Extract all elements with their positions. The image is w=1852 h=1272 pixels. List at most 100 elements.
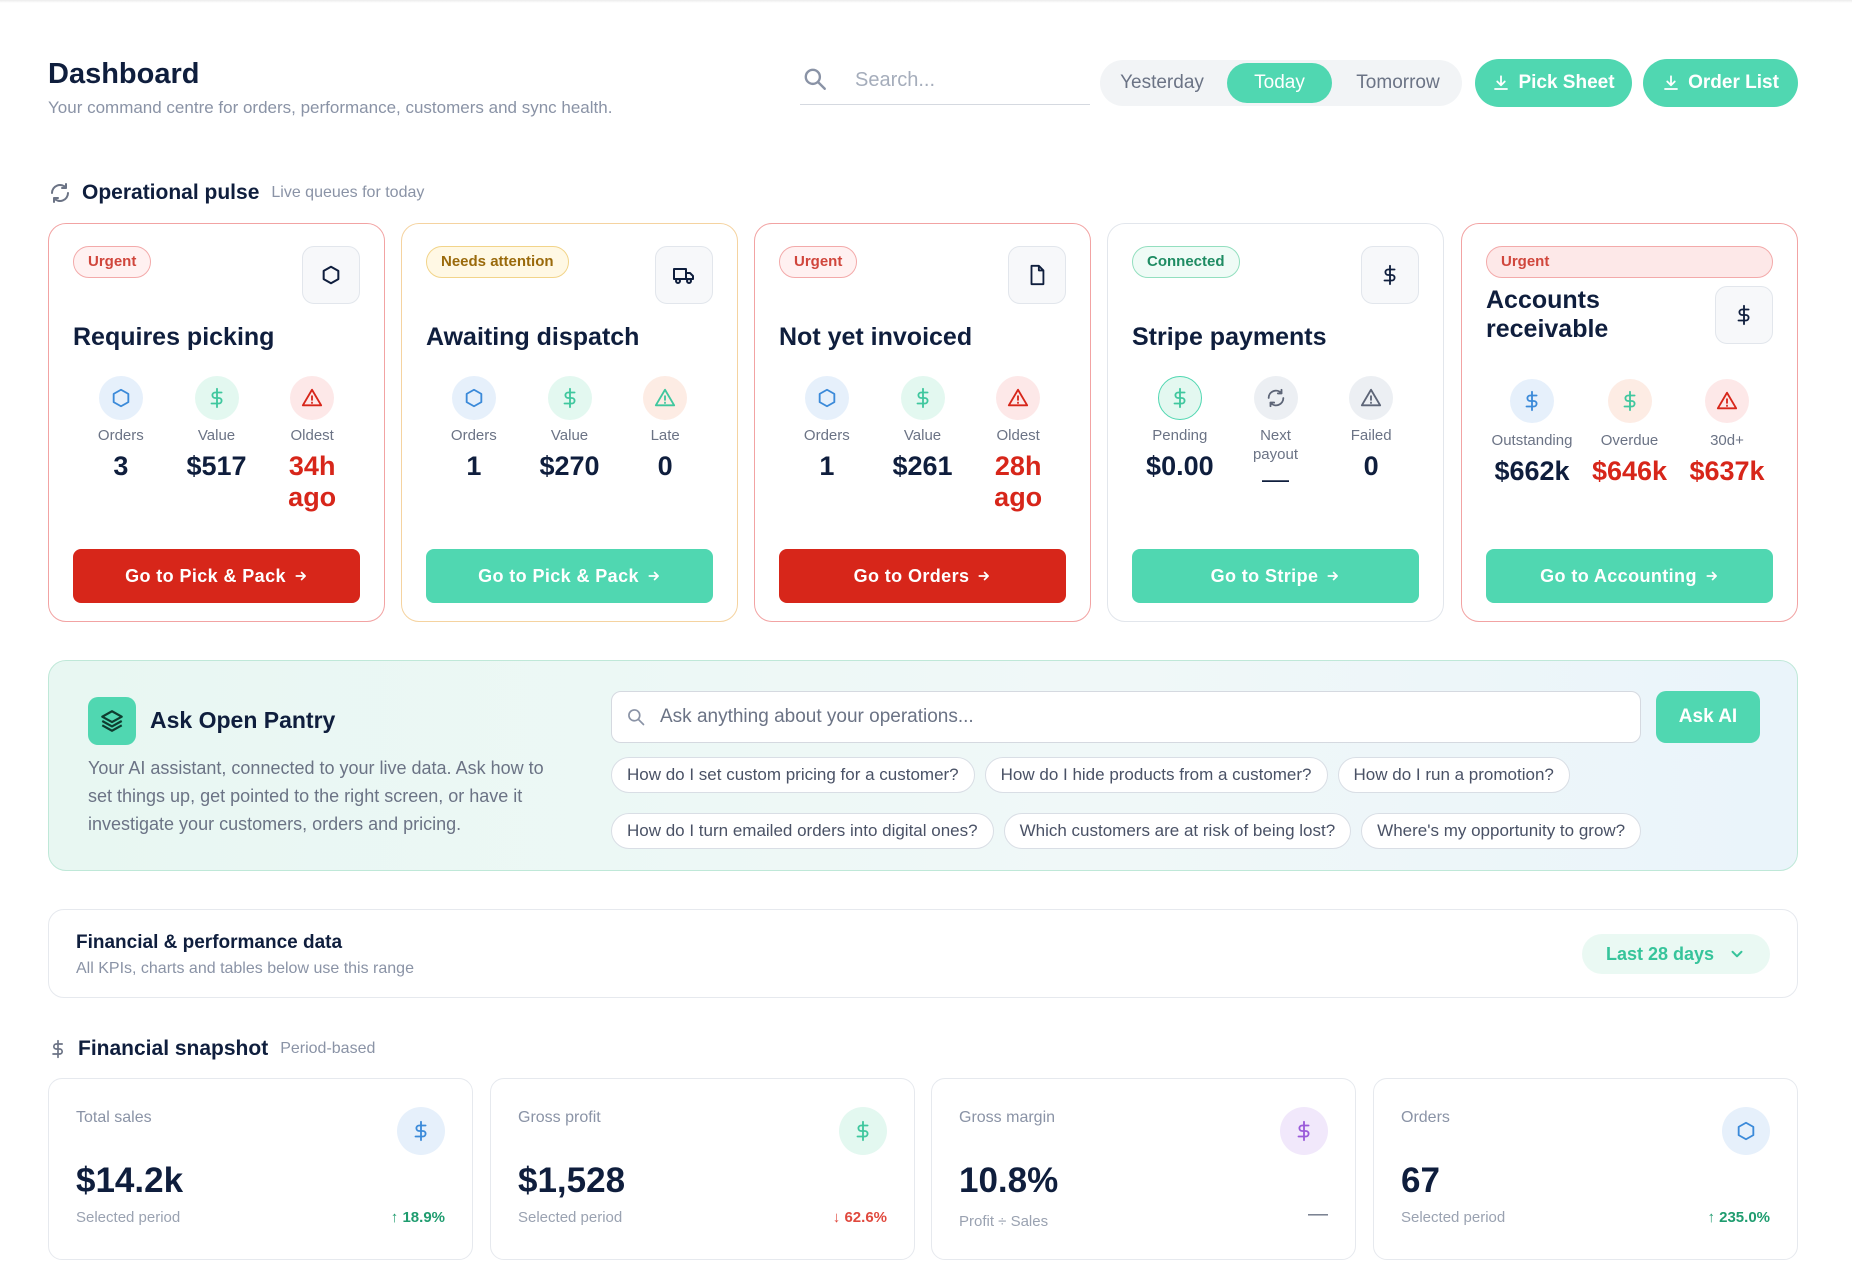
go-to-pick-pack-button[interactable]: Go to Pick & Pack: [426, 549, 713, 603]
document-icon: [1030, 264, 1045, 286]
status-badge: Needs attention: [426, 246, 569, 278]
dollar-icon: [1607, 379, 1652, 423]
suggestion-chip[interactable]: How do I run a promotion?: [1337, 757, 1570, 793]
metric-label: Outstanding: [1491, 432, 1573, 449]
search-box[interactable]: [800, 62, 1090, 105]
suggestion-chips: How do I set custom pricing for a custom…: [611, 757, 1761, 849]
ask-ai-button[interactable]: Ask AI: [1656, 691, 1760, 743]
pulse-subtitle: Live queues for today: [271, 184, 425, 201]
metric-label: Overdue: [1600, 432, 1659, 449]
metric-label: Next payout: [1252, 427, 1299, 463]
order-list-button[interactable]: Order List: [1643, 59, 1798, 107]
card-metrics: Pending $0.00 Next payout — Failed 0: [1132, 376, 1419, 495]
metric-label: Value: [197, 427, 236, 444]
cta-label: Go to Pick & Pack: [478, 565, 639, 586]
metric-value: $261: [892, 451, 953, 481]
layers-icon: [88, 697, 136, 745]
box-icon: [451, 376, 496, 420]
metric-oldest: Oldest 34h ago: [264, 376, 360, 513]
download-icon: [1494, 75, 1509, 90]
card-metrics: Outstanding $662k Overdue $646k 30d+ $63…: [1486, 379, 1773, 487]
dollar-icon: [839, 1107, 887, 1155]
ai-question-input[interactable]: [660, 702, 1620, 732]
dollar-icon: [397, 1107, 445, 1155]
suggestion-chip[interactable]: Where's my opportunity to grow?: [1361, 813, 1642, 849]
metric-value: $270: [539, 451, 600, 481]
metric-orders: Orders 1: [779, 376, 875, 513]
metric-label: Value: [903, 427, 942, 444]
metric-pending: Pending $0.00: [1132, 376, 1228, 495]
kpi-gross-margin: Gross margin 10.8% Profit ÷ Sales —: [931, 1078, 1356, 1260]
metric-label: Orders: [450, 427, 497, 444]
kpi-change: ↑ 235.0%: [1707, 1209, 1770, 1226]
status-badge: Urgent: [1486, 246, 1773, 278]
metric-value: $637k: [1689, 456, 1765, 486]
go-to-pick-pack-button[interactable]: Go to Pick & Pack: [73, 549, 360, 603]
ai-question-box[interactable]: [611, 691, 1641, 743]
snapshot-subtitle: Period-based: [280, 1040, 376, 1057]
card-title: Awaiting dispatch: [426, 323, 640, 351]
kpi-value: $1,528: [518, 1161, 626, 1200]
tab-yesterday[interactable]: Yesterday: [1120, 72, 1204, 93]
metric-value-total: Value $261: [875, 376, 971, 513]
suggestion-chip[interactable]: How do I hide products from a customer?: [984, 757, 1328, 793]
go-to-orders-button[interactable]: Go to Orders: [779, 549, 1066, 603]
metric-value: 1: [819, 451, 835, 481]
search-input[interactable]: [855, 64, 1085, 96]
metric-label: Orders: [803, 427, 850, 444]
card-title: Stripe payments: [1132, 323, 1327, 351]
snapshot-title: Financial snapshot: [78, 1037, 269, 1060]
suggestion-chip[interactable]: How do I set custom pricing for a custom…: [611, 757, 975, 793]
metric-outstanding: Outstanding $662k: [1486, 379, 1578, 487]
kpi-value: 67: [1401, 1161, 1440, 1200]
download-icon: [1664, 75, 1678, 90]
search-icon: [804, 68, 826, 90]
kpi-sub: Selected period: [76, 1209, 181, 1226]
arrow-right-icon: [1706, 571, 1717, 581]
card-stripe-payments: Connected Stripe payments Pending $0.00 …: [1107, 223, 1444, 622]
tab-tomorrow[interactable]: Tomorrow: [1356, 72, 1440, 93]
cta-label: Go to Orders: [853, 565, 970, 586]
kpi-sub: Selected period: [518, 1209, 623, 1226]
metric-oldest: Oldest 28h ago: [970, 376, 1066, 513]
card-icon-box: [1008, 246, 1066, 304]
suggestion-chip[interactable]: How do I turn emailed orders into digita…: [611, 813, 994, 849]
dollar-icon: [1383, 264, 1396, 286]
card-metrics: Orders 3 Value $517 Oldest 34h ago: [73, 376, 360, 513]
chevron-down-icon: [1731, 950, 1743, 958]
metric-orders: Orders 3: [73, 376, 169, 513]
dollar-icon: [52, 1039, 64, 1059]
card-awaiting-dispatch: Needs attention Awaiting dispatch Orders…: [401, 223, 738, 622]
pick-sheet-button[interactable]: Pick Sheet: [1475, 59, 1632, 107]
refresh-icon: [51, 183, 69, 203]
kpi-change: ↑ 18.9%: [390, 1209, 445, 1226]
alert-triangle-icon: [290, 376, 335, 420]
card-icon-box: [302, 246, 360, 304]
box-icon: [1722, 1107, 1770, 1155]
card-not-yet-invoiced: Urgent Not yet invoiced Orders 1 Value $…: [754, 223, 1091, 622]
suggestion-chip[interactable]: Which customers are at risk of being los…: [1003, 813, 1352, 849]
kpi-sub: Profit ÷ Sales: [959, 1213, 1049, 1230]
date-range-select[interactable]: Last 28 days: [1582, 934, 1770, 974]
go-to-stripe-button[interactable]: Go to Stripe: [1132, 549, 1419, 603]
metric-overdue: Overdue $646k: [1584, 379, 1676, 487]
refresh-icon: [1253, 376, 1298, 420]
dollar-icon: [1157, 376, 1202, 420]
metric-value: 0: [1363, 451, 1379, 481]
metric-value-total: Value $270: [522, 376, 618, 482]
cta-label: Go to Stripe: [1210, 565, 1319, 586]
metric-label: Orders: [97, 427, 144, 444]
metric-30d: 30d+ $637k: [1681, 379, 1773, 487]
tab-today[interactable]: Today: [1227, 63, 1332, 103]
day-switcher: Yesterday Today Tomorrow: [1100, 60, 1462, 106]
metric-value: $517: [186, 451, 247, 481]
status-badge: Urgent: [779, 246, 858, 278]
pulse-header: Operational pulse Live queues for today: [48, 181, 424, 205]
kpi-total-sales: Total sales $14.2k Selected period ↑ 18.…: [48, 1078, 473, 1260]
go-to-accounting-button[interactable]: Go to Accounting: [1486, 549, 1773, 603]
cta-label: Go to Pick & Pack: [125, 565, 286, 586]
order-list-label: Order List: [1688, 72, 1779, 93]
card-metrics: Orders 1 Value $261 Oldest 28h ago: [779, 376, 1066, 513]
pick-sheet-label: Pick Sheet: [1518, 72, 1615, 93]
status-badge: Urgent: [73, 246, 152, 278]
